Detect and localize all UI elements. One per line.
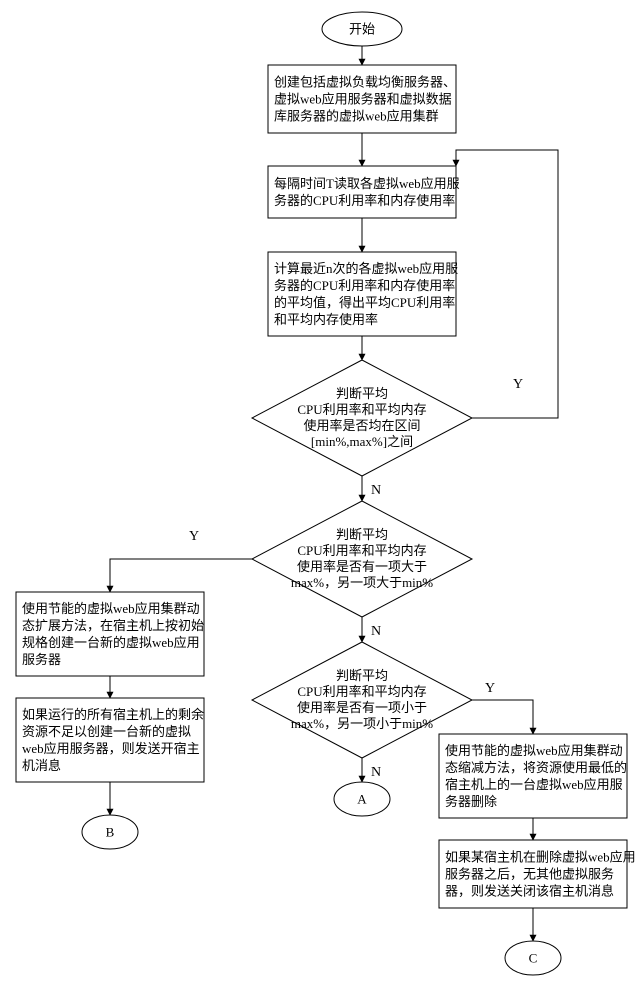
- node-text-line: 每隔时间T读取各虚拟web应用服: [274, 176, 460, 191]
- node-text-line: 判断平均: [336, 668, 388, 683]
- node-text-line: 宿主机上的一台虚拟web应用服: [445, 777, 623, 792]
- edge-label: Y: [189, 529, 199, 544]
- edge-d2-d3: N: [362, 617, 381, 642]
- node-p3: 计算最近n次的各虚拟web应用服务器的CPU利用率和内存使用率的平均值，得出平均…: [268, 252, 458, 336]
- node-text-line: 库服务器的虚拟web应用集群: [274, 108, 439, 123]
- edge-label: Y: [513, 377, 523, 392]
- node-label: C: [529, 951, 538, 966]
- node-pR1: 使用节能的虚拟web应用集群动态缩减方法，将资源使用最低的宿主机上的一台虚拟we…: [439, 734, 627, 818]
- node-text-line: 和平均内存使用率: [274, 312, 378, 327]
- node-text-line: max%，另一项小于min%: [291, 716, 433, 731]
- node-text-line: CPU利用率和平均内存: [297, 684, 426, 699]
- node-text-line: 使用率是否均在区间: [303, 418, 420, 433]
- node-text-line: 使用节能的虚拟web应用集群动: [22, 601, 200, 616]
- node-text-line: [min%,max%]之间: [311, 434, 413, 449]
- flowchart-diagram: 开始创建包括虚拟负载均衡服务器、虚拟web应用服务器和虚拟数据库服务器的虚拟we…: [0, 0, 643, 1000]
- node-pR2: 如果某宿主机在删除虚拟web应用服务器之后，无其他虚拟服务器，则发送关闭该宿主机…: [439, 840, 636, 908]
- node-text-line: 如果运行的所有宿主机上的剩余: [22, 707, 204, 722]
- node-text-line: 如果某宿主机在删除虚拟web应用: [445, 849, 636, 864]
- node-text-line: 判断平均: [336, 386, 388, 401]
- edge-label: N: [371, 483, 381, 498]
- edge-d3-termA: N: [362, 758, 381, 782]
- edge-label: N: [371, 624, 381, 639]
- node-text-line: 服务器: [22, 652, 61, 667]
- node-d1: 判断平均CPU利用率和平均内存使用率是否均在区间[min%,max%]之间: [252, 360, 472, 476]
- node-termB: B: [82, 815, 138, 849]
- node-p1: 创建包括虚拟负载均衡服务器、虚拟web应用服务器和虚拟数据库服务器的虚拟web应…: [268, 65, 456, 133]
- node-text-line: 虚拟web应用服务器和虚拟数据: [274, 91, 452, 106]
- node-text-line: 资源不足以创建一台新的虚拟: [22, 724, 191, 739]
- node-text-line: CPU利用率和平均内存: [297, 402, 426, 417]
- node-label: B: [106, 825, 115, 840]
- node-text-line: 规格创建一台新的虚拟web应用: [22, 635, 200, 650]
- node-text-line: 务器删除: [445, 794, 497, 809]
- node-text-line: 计算最近n次的各虚拟web应用服: [274, 261, 458, 276]
- node-text-line: 务器的CPU利用率和内存使用率: [274, 193, 455, 208]
- node-text-line: 使用率是否有一项大于: [297, 559, 427, 574]
- node-pL2: 如果运行的所有宿主机上的剩余资源不足以创建一台新的虚拟 web应用服务器，则发送开…: [16, 698, 204, 782]
- node-text-line: 的平均值，得出平均CPU利用率: [274, 295, 455, 310]
- edge-d1-p2: Y: [456, 150, 558, 418]
- node-text-line: 态扩展方法，在宿主机上按初始: [22, 618, 204, 633]
- edge-label: Y: [485, 681, 495, 696]
- node-pL1: 使用节能的虚拟web应用集群动态扩展方法，在宿主机上按初始规格创建一台新的虚拟w…: [16, 592, 204, 676]
- node-text-line: 使用率是否有一项小于: [297, 700, 427, 715]
- node-text-line: web应用服务器，则发送开宿主: [22, 741, 200, 756]
- node-d2: 判断平均CPU利用率和平均内存使用率是否有一项大于max%，另一项大于min%: [252, 501, 472, 617]
- node-text-line: 器，则发送关闭该宿主机消息: [445, 883, 614, 898]
- edge-d1-d2: N: [362, 476, 381, 501]
- node-text-line: max%，另一项大于min%: [291, 575, 433, 590]
- node-text-line: 创建包括虚拟负载均衡服务器、: [274, 74, 456, 89]
- node-text-line: 态缩减方法，将资源使用最低的: [445, 760, 627, 775]
- node-label: A: [357, 792, 367, 807]
- node-text-line: CPU利用率和平均内存: [297, 543, 426, 558]
- node-text-line: 机消息: [22, 758, 61, 773]
- node-text-line: 服务器之后，无其他虚拟服务: [445, 866, 614, 881]
- node-text-line: 判断平均: [336, 527, 388, 542]
- node-p2: 每隔时间T读取各虚拟web应用服务器的CPU利用率和内存使用率: [268, 166, 460, 218]
- edge-label: N: [371, 765, 381, 780]
- node-start: 开始: [322, 12, 402, 46]
- node-text-line: 使用节能的虚拟web应用集群动: [445, 743, 623, 758]
- node-termC: C: [505, 941, 561, 975]
- edge-d2-pL1: Y: [110, 529, 252, 592]
- node-label: 开始: [349, 22, 375, 37]
- node-termA: A: [334, 782, 390, 816]
- node-text-line: 务器的CPU利用率和内存使用率: [274, 278, 455, 293]
- edge-d3-pR1: Y: [472, 681, 533, 734]
